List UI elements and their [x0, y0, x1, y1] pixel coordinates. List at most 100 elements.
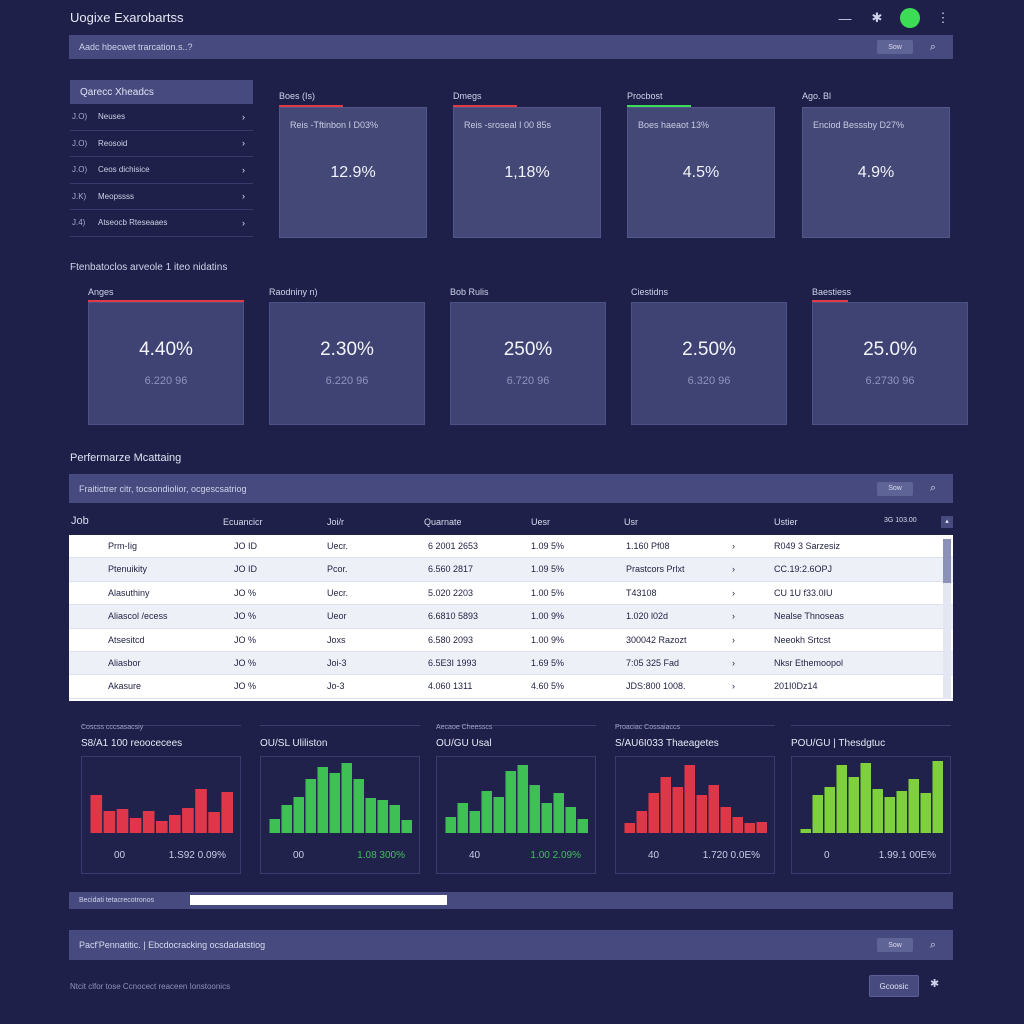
table-row[interactable]: Prm-Iig JO ID Uecr. 6 2001 2653 1.09 5% 1.160…: [69, 535, 953, 559]
table-row[interactable]: Atsesitcd JO % Joxs 6.580 2093 1.00 9% 300042…: [69, 629, 953, 652]
table-cell: 6.6810 5893: [428, 611, 479, 622]
column-header[interactable]: Uesr: [531, 517, 551, 527]
more-menu-icon[interactable]: ⋮: [936, 10, 950, 25]
search-icon[interactable]: ⌕: [929, 40, 937, 53]
metric-label: Raodniny n): [269, 287, 318, 297]
column-header[interactable]: Quarnate: [424, 517, 462, 527]
star-icon[interactable]: ✱: [930, 978, 940, 990]
kpi-card[interactable]: Boes haeaot 13% 4.5%: [627, 107, 775, 238]
table-cell: JO ID: [234, 541, 258, 551]
minimize-icon[interactable]: —: [838, 10, 852, 26]
table-cell: JDS:800 1008.: [626, 681, 686, 692]
metric-card[interactable]: 2.50% 6.320 96: [631, 302, 787, 425]
chart-bar: [517, 765, 528, 833]
chart-bar: [208, 812, 220, 833]
table-cell: Alasuthiny: [108, 587, 150, 598]
table-filter-bar[interactable]: Fraitictrer citr, tocsondiolior, ocgescs…: [69, 474, 953, 503]
chevron-right-icon[interactable]: ›: [732, 657, 735, 668]
list-item-label: Atseocb Rteseaaes: [98, 218, 168, 228]
metric-accent-line: [88, 300, 244, 302]
metric-card[interactable]: 4.40% 6.220 96: [88, 302, 244, 425]
chevron-right-icon[interactable]: ›: [732, 634, 735, 645]
list-item[interactable]: J.O) Neuses ›: [70, 104, 253, 131]
table-row[interactable]: Aliascol /ecess JO % Ueor 6.6810 5893 1.00 9…: [69, 605, 953, 629]
search-icon[interactable]: ⌕: [929, 938, 937, 951]
search-icon[interactable]: ⌕: [929, 482, 937, 494]
chart-divider: [81, 725, 241, 726]
column-header-job[interactable]: Job: [71, 515, 89, 527]
chart-bar: [341, 763, 352, 833]
list-item[interactable]: J.O) Ceos dichisice ›: [70, 157, 253, 184]
chart-bar: [565, 807, 576, 833]
column-header[interactable]: Usr: [624, 517, 638, 527]
table-cell: Prastcors Prlxt: [626, 564, 685, 575]
chevron-right-icon[interactable]: ›: [732, 564, 735, 575]
scrollbar-thumb[interactable]: [943, 539, 951, 583]
chevron-right-icon[interactable]: ›: [732, 681, 735, 692]
chevron-right-icon[interactable]: ›: [732, 611, 735, 622]
list-panel-title: Qarecc Xheadcs: [70, 80, 253, 104]
kpi-card[interactable]: Enciod Besssby D27% 4.9%: [802, 107, 950, 238]
list-item[interactable]: J.K) Meopssss ›: [70, 184, 253, 210]
table-cell: 1.160 Pf08: [626, 541, 670, 551]
metric-value: 2.30%: [320, 339, 374, 360]
chart-bar: [365, 798, 376, 833]
metric-card[interactable]: 25.0% 6.2730 96: [812, 302, 968, 425]
chevron-right-icon[interactable]: ›: [732, 541, 735, 551]
list-item[interactable]: J.4) Atseocb Rteseaaes ›: [70, 210, 253, 237]
list-item-label: Neuses: [98, 112, 126, 122]
top-search-button[interactable]: Sow: [877, 40, 913, 54]
metric-card[interactable]: 250% 6.720 96: [450, 302, 606, 425]
footer-action-button[interactable]: Gcoosic: [869, 975, 919, 997]
kpi-accent-line: [279, 105, 343, 107]
table-row[interactable]: Ptenuikity JO ID Pcor. 6.560 2817 1.09 5% Pra…: [69, 558, 953, 582]
chart-bar: [896, 791, 907, 833]
column-header[interactable]: Joi/r: [327, 517, 345, 527]
table-cell: JO %: [234, 634, 257, 645]
chart-bar: [744, 823, 755, 833]
chart-bar: [469, 811, 480, 833]
table-row[interactable]: Akasure JO % Jo-3 4.060 1311 4.60 5% JDS:800 …: [69, 675, 953, 699]
metric-card[interactable]: 2.30% 6.220 96: [269, 302, 425, 425]
table-row[interactable]: Alasuthiny JO % Uecr. 5.020 2203 1.00 5% T431…: [69, 582, 953, 606]
table-filter-button[interactable]: Sow: [877, 481, 913, 496]
table-cell: Prm-Iig: [108, 541, 137, 551]
chart-start-label: 00: [114, 850, 126, 861]
chart-bar: [884, 797, 895, 833]
chart-end-label: 1.S92 0.09%: [168, 850, 226, 861]
table-cell: 4.060 1311: [428, 681, 473, 692]
footer-bar[interactable]: Pacf'Pennatitic. | Ebcdocracking ocsdada…: [69, 930, 953, 960]
chart-end-label: 1.720 0.0E%: [702, 850, 760, 861]
chart-bar: [142, 811, 155, 833]
jobs-table: Prm-Iig JO ID Uecr. 6 2001 2653 1.09 5% 1.160…: [69, 535, 953, 701]
scroll-up-button[interactable]: ▴: [941, 516, 953, 528]
kpi-card[interactable]: Reis -Tftinbon I D03% 12.9%: [279, 107, 427, 238]
table-cell: 1.09 5%: [531, 541, 565, 551]
chart-bar: [920, 793, 931, 833]
chart-start-label: 0: [824, 850, 830, 861]
top-search-bar[interactable]: Aadc hbecwet trarcation.s..? Sow ⌕: [69, 35, 953, 59]
star-icon[interactable]: ✱: [871, 10, 883, 25]
chart-bar: [624, 823, 635, 833]
table-cell: Aliascol /ecess: [108, 611, 168, 622]
chart-start-label: 00: [293, 850, 305, 861]
footer-note: Ntcit clfor tose Ccnocect reaceen Ionsto…: [70, 982, 231, 991]
table-row[interactable]: Aliasbor JO % Joi-3 6.5E3I 1993 1.69 5% 7:05 …: [69, 651, 953, 676]
progress-track: [190, 895, 447, 905]
list-item[interactable]: J.O) Reosoid ›: [70, 131, 253, 157]
column-header[interactable]: Ustier: [774, 517, 798, 527]
kpi-card[interactable]: Reis -sroseal I 00 85s 1,18%: [453, 107, 601, 238]
table-scrollbar[interactable]: [943, 539, 951, 699]
footer-search-button[interactable]: Sow: [877, 938, 913, 952]
chevron-right-icon[interactable]: ›: [732, 587, 735, 598]
queue-list-panel: Qarecc Xheadcs J.O) Neuses › J.O) Reosoid › J.…: [70, 80, 253, 237]
chart-bar: [269, 819, 280, 833]
top-icons: — ✱ ⋮: [836, 8, 952, 28]
metric-value: 25.0%: [863, 339, 917, 360]
chart-bar: [553, 793, 564, 833]
table-cell: Nealse Thnoseas: [774, 611, 844, 622]
metric-label: Baestiess: [812, 287, 852, 297]
bar-chart-svg: [269, 763, 412, 833]
list-item-number: J.O): [72, 112, 88, 122]
column-header[interactable]: Ecuancicr: [223, 517, 263, 527]
